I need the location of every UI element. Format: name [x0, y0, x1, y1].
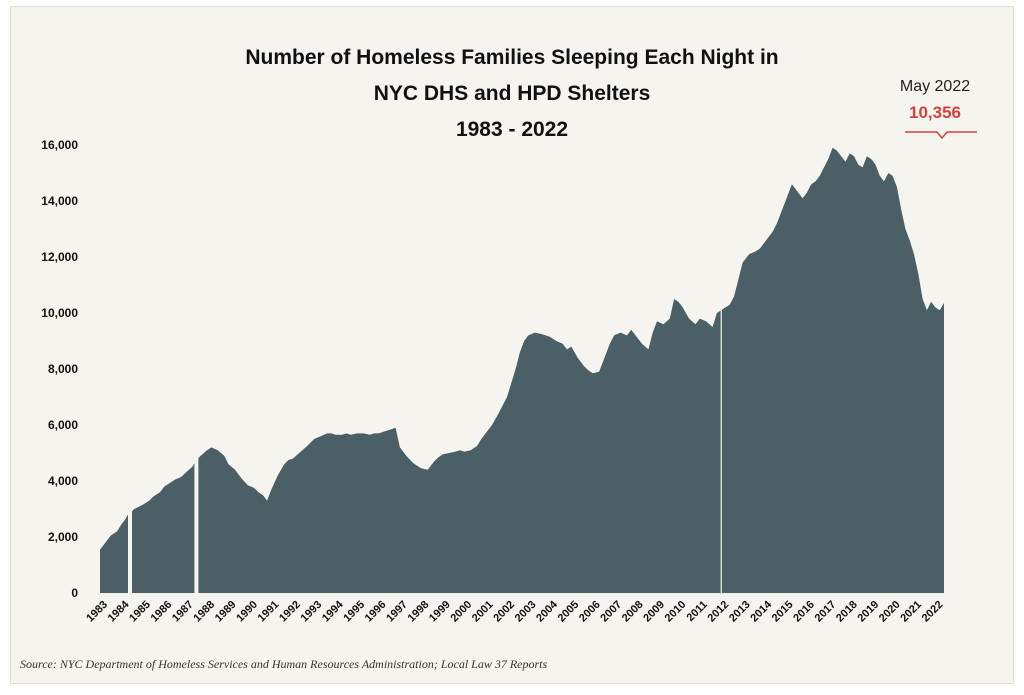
x-tick-label: 2020 [877, 599, 903, 625]
x-tick-label: 1997 [384, 599, 410, 625]
x-tick-label: 1986 [149, 599, 175, 625]
source-note: Source: NYC Department of Homeless Servi… [20, 657, 548, 671]
chart-title: Number of Homeless Families Sleeping Eac… [0, 40, 1024, 148]
chart-title-line-3: 1983 - 2022 [455, 118, 569, 141]
x-tick-label: 1987 [170, 599, 196, 625]
x-tick-label: 1998 [406, 599, 432, 625]
callout-marker [905, 131, 977, 140]
x-tick-label: 2003 [513, 599, 539, 625]
y-tick-label: 10,000 [41, 306, 78, 320]
x-tick-label: 2010 [663, 599, 689, 625]
x-tick-label: 2015 [770, 599, 796, 625]
x-tick-label: 2001 [470, 599, 496, 625]
x-tick-label: 2021 [898, 599, 924, 625]
y-tick-label: 8,000 [48, 362, 78, 376]
x-tick-label: 1988 [191, 599, 217, 625]
x-tick-label: 2011 [685, 599, 710, 624]
x-tick-label: 2016 [791, 599, 817, 625]
callout-date-label: May 2022 [899, 78, 971, 95]
series-area [100, 147, 944, 594]
y-tick-label: 12,000 [41, 250, 78, 264]
x-tick-label: 1992 [277, 599, 303, 625]
x-tick-label: 2022 [920, 599, 946, 625]
callout-value-label: 10,356 [909, 103, 961, 122]
x-tick-label: 2017 [813, 599, 839, 625]
chart-title-line-1: Number of Homeless Families Sleeping Eac… [245, 46, 779, 69]
y-axis: 0 2,000 4,000 6,000 8,000 10,000 12,000 14,000 1… [41, 138, 78, 600]
x-tick-label: 2018 [834, 599, 860, 625]
y-tick-label: 4,000 [48, 474, 78, 488]
plot-area [100, 135, 944, 594]
x-tick-label: 1991 [256, 599, 282, 625]
y-tick-label: 2,000 [48, 530, 78, 544]
x-tick-label: 2005 [556, 599, 582, 625]
x-tick-label: 2012 [706, 599, 732, 625]
x-tick-label: 2014 [748, 598, 774, 624]
x-tick-label: 2004 [534, 598, 560, 624]
x-tick-label: 2002 [491, 599, 517, 625]
x-tick-label: 2009 [641, 599, 667, 625]
x-tick-label: 1985 [127, 599, 153, 625]
x-axis: 1983198419851986198719881989199019911992… [84, 598, 945, 624]
x-tick-label: 2000 [448, 599, 474, 625]
x-tick-label: 1984 [106, 598, 132, 624]
x-tick-label: 2013 [727, 599, 753, 625]
x-tick-label: 1989 [213, 599, 239, 625]
x-tick-label: 2008 [620, 599, 646, 625]
x-tick-label: 1996 [363, 599, 389, 625]
x-tick-label: 2006 [577, 599, 603, 625]
x-tick-label: 1995 [341, 599, 367, 625]
y-tick-label: 0 [71, 586, 78, 600]
x-tick-label: 2019 [855, 599, 881, 625]
x-tick-label: 1994 [320, 598, 346, 624]
callout-pointer [905, 131, 977, 140]
x-tick-label: 1993 [299, 599, 325, 625]
x-tick-label: 1983 [84, 599, 110, 625]
chart-title-line-2: NYC DHS and HPD Shelters [373, 82, 651, 105]
y-tick-label: 16,000 [41, 138, 78, 152]
y-tick-label: 14,000 [41, 194, 78, 208]
x-tick-label: 2007 [598, 599, 624, 625]
x-tick-label: 1999 [427, 599, 453, 625]
x-tick-label: 1990 [234, 599, 260, 625]
y-tick-label: 6,000 [48, 418, 78, 432]
